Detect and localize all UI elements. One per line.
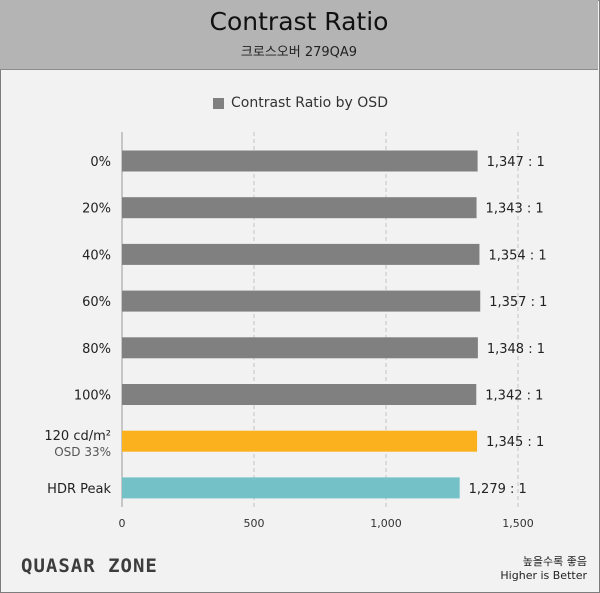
category-sublabel: OSD 33% — [54, 445, 111, 459]
category-label: 40% — [82, 248, 111, 263]
chart-title: Contrast Ratio — [209, 7, 389, 36]
bar — [122, 243, 480, 265]
bar — [122, 197, 477, 219]
note-english: Higher is Better — [500, 569, 587, 582]
bar — [122, 477, 460, 499]
x-tick-label: 1,000 — [370, 517, 402, 530]
data-label: 1,342 : 1 — [485, 389, 543, 404]
data-label: 1,279 : 1 — [469, 482, 527, 497]
x-tick-label: 500 — [244, 517, 265, 530]
data-label: 1,345 : 1 — [486, 435, 544, 450]
legend-swatch — [213, 97, 224, 109]
category-label: HDR Peak — [47, 482, 111, 497]
quasar-zone-logo: QUASAR ZONE — [21, 555, 158, 577]
legend-label: Contrast Ratio by OSD — [231, 95, 388, 111]
category-label: 80% — [82, 342, 111, 357]
note-korean: 높을수록 좋음 — [522, 555, 587, 568]
category-label: 60% — [82, 295, 111, 310]
bar — [122, 430, 478, 452]
category-label: 100% — [74, 389, 111, 404]
category-label: 120 cd/m² — [44, 429, 111, 444]
bar — [122, 150, 478, 172]
data-label: 1,348 : 1 — [487, 342, 545, 357]
chart-header: Contrast Ratio 크로스오버 279QA9 — [0, 0, 598, 70]
data-label: 1,357 : 1 — [489, 295, 547, 310]
bar — [122, 337, 478, 359]
legend: Contrast Ratio by OSD — [213, 95, 388, 111]
bar — [122, 290, 481, 312]
data-label: 1,343 : 1 — [486, 202, 544, 217]
x-tick-label: 0 — [119, 517, 126, 530]
category-label: 0% — [90, 155, 111, 170]
data-label: 1,347 : 1 — [487, 155, 545, 170]
x-tick-label: 1,500 — [502, 517, 534, 530]
bar — [122, 384, 477, 405]
chart-subtitle: 크로스오버 279QA9 — [240, 45, 358, 60]
data-label: 1,354 : 1 — [488, 248, 546, 263]
category-label: 20% — [82, 202, 111, 217]
